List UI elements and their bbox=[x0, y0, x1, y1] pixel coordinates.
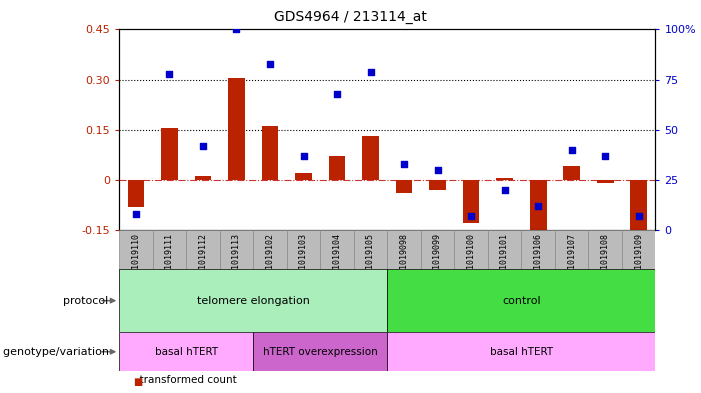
Point bbox=[231, 26, 242, 33]
Bar bbox=[295, 173, 312, 180]
Bar bbox=[119, 269, 388, 332]
Bar bbox=[186, 230, 219, 293]
Bar bbox=[261, 126, 278, 180]
Text: GSM1019100: GSM1019100 bbox=[467, 233, 475, 283]
Bar bbox=[522, 230, 555, 293]
Bar bbox=[219, 230, 253, 293]
Bar bbox=[354, 230, 388, 293]
Bar bbox=[287, 230, 320, 293]
Point bbox=[499, 187, 510, 193]
Text: genotype/variation: genotype/variation bbox=[3, 347, 112, 357]
Point bbox=[365, 68, 376, 75]
Bar bbox=[564, 166, 580, 180]
Text: GSM1019110: GSM1019110 bbox=[131, 233, 140, 283]
Text: GDS4964 / 213114_at: GDS4964 / 213114_at bbox=[274, 10, 427, 24]
Point bbox=[465, 213, 477, 219]
Point bbox=[633, 213, 644, 219]
Text: GSM1019101: GSM1019101 bbox=[500, 233, 509, 283]
Point bbox=[164, 70, 175, 77]
Bar bbox=[253, 332, 388, 371]
Bar bbox=[555, 230, 588, 293]
Bar bbox=[588, 230, 622, 293]
Bar bbox=[195, 176, 211, 180]
Bar bbox=[253, 230, 287, 293]
Bar bbox=[388, 332, 655, 371]
Bar bbox=[153, 230, 186, 293]
Text: GSM1019107: GSM1019107 bbox=[567, 233, 576, 283]
Bar bbox=[630, 180, 647, 231]
Point bbox=[599, 152, 611, 159]
Bar bbox=[362, 136, 379, 180]
Text: telomere elongation: telomere elongation bbox=[197, 296, 310, 306]
Bar bbox=[421, 230, 454, 293]
Text: protocol: protocol bbox=[63, 296, 112, 306]
Text: hTERT overexpression: hTERT overexpression bbox=[263, 347, 378, 357]
Text: GSM1019109: GSM1019109 bbox=[634, 233, 644, 283]
Point bbox=[298, 152, 309, 159]
Point bbox=[130, 211, 142, 217]
Text: GSM1019108: GSM1019108 bbox=[601, 233, 610, 283]
Point bbox=[398, 161, 409, 167]
Text: GSM1019103: GSM1019103 bbox=[299, 233, 308, 283]
Text: GSM1019113: GSM1019113 bbox=[232, 233, 241, 283]
Bar bbox=[463, 180, 479, 223]
Bar bbox=[530, 180, 547, 231]
Bar bbox=[329, 156, 346, 180]
Text: basal hTERT: basal hTERT bbox=[490, 347, 553, 357]
Text: basal hTERT: basal hTERT bbox=[155, 347, 218, 357]
Bar bbox=[119, 332, 253, 371]
Bar bbox=[161, 128, 178, 180]
Bar bbox=[128, 180, 144, 206]
Point bbox=[533, 203, 544, 209]
Bar bbox=[454, 230, 488, 293]
Point bbox=[432, 167, 443, 173]
Bar bbox=[496, 178, 513, 180]
Bar bbox=[119, 230, 153, 293]
Text: GSM1019112: GSM1019112 bbox=[198, 233, 207, 283]
Text: GSM1019098: GSM1019098 bbox=[400, 233, 409, 283]
Text: GSM1019102: GSM1019102 bbox=[266, 233, 275, 283]
Bar bbox=[488, 230, 522, 293]
Point bbox=[264, 61, 275, 67]
Point bbox=[332, 90, 343, 97]
Text: ■: ■ bbox=[133, 377, 142, 387]
Bar bbox=[622, 230, 655, 293]
Bar bbox=[395, 180, 412, 193]
Bar bbox=[597, 180, 613, 183]
Text: GSM1019111: GSM1019111 bbox=[165, 233, 174, 283]
Bar bbox=[388, 269, 655, 332]
Point bbox=[198, 143, 209, 149]
Text: GSM1019105: GSM1019105 bbox=[366, 233, 375, 283]
Bar bbox=[228, 78, 245, 180]
Text: control: control bbox=[502, 296, 540, 306]
Bar bbox=[320, 230, 354, 293]
Point bbox=[566, 147, 577, 153]
Bar bbox=[387, 230, 421, 293]
Bar bbox=[429, 180, 446, 190]
Text: GSM1019104: GSM1019104 bbox=[332, 233, 341, 283]
Text: GSM1019099: GSM1019099 bbox=[433, 233, 442, 283]
Text: transformed count: transformed count bbox=[133, 375, 237, 385]
Text: GSM1019106: GSM1019106 bbox=[533, 233, 543, 283]
